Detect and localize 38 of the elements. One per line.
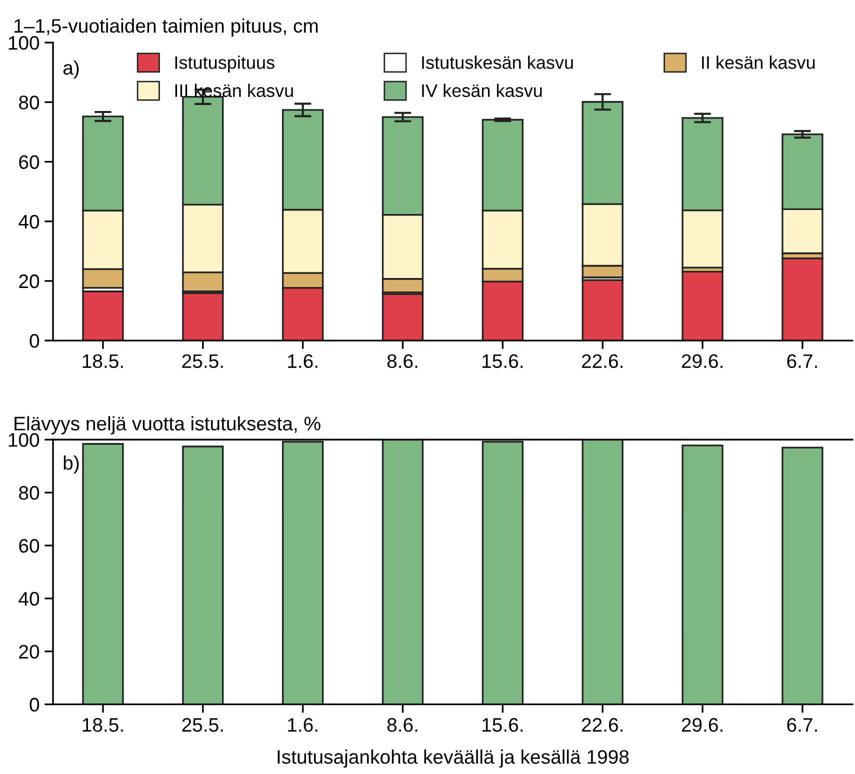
y-tick-label: 100	[8, 433, 40, 447]
y-tick-label: 0	[30, 334, 40, 348]
x-tick-label: 1.6.	[288, 354, 318, 368]
legend-label: Istutuspituus	[175, 56, 274, 72]
x-tick-label: 6.7.	[787, 718, 817, 732]
y-tick-label: 20	[19, 644, 40, 659]
x-axis-title: Istutusajankohta keväällä ja kesällä 1998	[278, 750, 629, 768]
x-tick-label: 1.6.	[288, 718, 318, 732]
annotation: b)	[64, 456, 79, 474]
x-tick-label: 25.5.	[182, 718, 223, 732]
x-tick-label: 18.5.	[82, 718, 123, 732]
chart-title: 1–1,5-vuotiaiden taimien pituus, cm	[14, 18, 318, 37]
y-tick-label: 60	[19, 155, 40, 170]
y-tick-label: 40	[18, 214, 40, 229]
y-tick-label: 20	[19, 274, 40, 288]
legend-label: III kesän kasvu	[175, 84, 293, 98]
legend-label: II kesän kasvu	[702, 56, 815, 69]
y-tick-label: 60	[19, 538, 40, 553]
y-tick-label: 0	[30, 698, 40, 712]
x-tick-label: 22.6.	[582, 718, 622, 732]
chart-title: Elävyys neljä vuotta istutuksesta, %	[14, 416, 320, 434]
x-tick-label: 29.6.	[682, 718, 722, 732]
x-tick-label: 8.6.	[387, 718, 418, 732]
legend-label: Istutuskesän kasvu	[422, 56, 573, 69]
y-tick-label: 80	[19, 96, 40, 110]
x-tick-label: 25.5.	[182, 354, 223, 368]
annotation: a)	[63, 60, 79, 79]
x-tick-label: 8.6.	[387, 354, 418, 368]
x-tick-label: 6.7.	[787, 354, 817, 368]
x-tick-label: 15.6.	[482, 354, 523, 368]
x-tick-label: 18.5.	[82, 354, 123, 368]
y-tick-label: 100	[8, 36, 40, 50]
y-tick-label: 80	[19, 486, 40, 500]
x-tick-label: 22.6.	[582, 354, 622, 368]
y-tick-label: 40	[18, 592, 40, 606]
x-tick-label: 15.6.	[482, 718, 523, 732]
x-tick-label: 29.6.	[682, 354, 722, 368]
legend-label: IV kesän kasvu	[422, 84, 542, 98]
